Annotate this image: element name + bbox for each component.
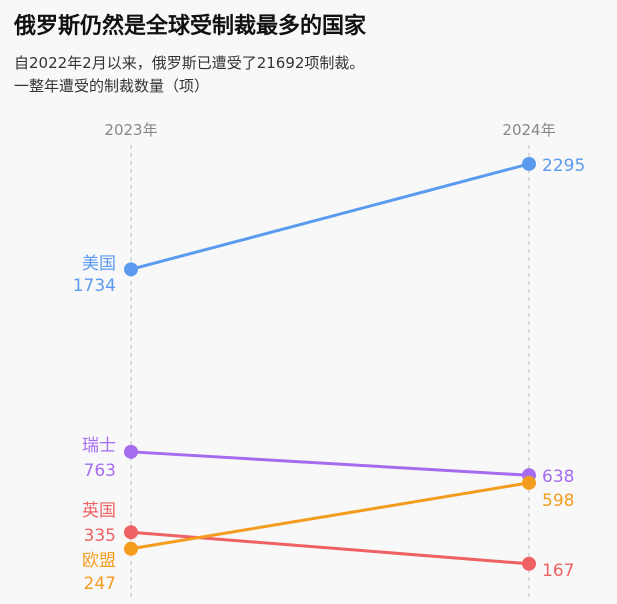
chart-title: 俄罗斯仍然是全球受制裁最多的国家 <box>14 14 367 39</box>
series-line-0 <box>129 162 531 271</box>
value-label-2024-3: 598 <box>542 491 574 511</box>
chart-unit-note: 一整年遭受的制裁数量（项） <box>14 77 210 95</box>
point-2023-2 <box>124 525 138 540</box>
point-2024-2 <box>522 556 536 571</box>
year-tick-label-1: 2024年 <box>502 121 555 139</box>
chart-subtitle: 自2022年2月以来，俄罗斯已遭受了21692项制裁。 <box>14 54 365 72</box>
value-label-2023-0: 1734 <box>73 276 116 296</box>
series-name-label-2: 英国 <box>82 501 116 521</box>
series-name-label-1: 瑞士 <box>82 436 116 456</box>
point-2024-0 <box>522 156 536 171</box>
value-label-2023-2: 335 <box>84 526 116 546</box>
value-label-2024-2: 167 <box>542 561 574 581</box>
point-2023-0 <box>124 262 138 277</box>
series-name-label-0: 美国 <box>82 254 116 274</box>
point-2023-1 <box>124 444 138 459</box>
point-2023-3 <box>124 541 138 556</box>
point-2024-3 <box>522 475 536 490</box>
year-tick-label-0: 2023年 <box>104 121 157 139</box>
series-line-2 <box>129 530 531 566</box>
value-label-2023-3: 247 <box>84 574 116 594</box>
series-line-3 <box>129 481 531 551</box>
value-label-2024-0: 2295 <box>542 156 585 176</box>
series-name-label-3: 欧盟 <box>82 551 116 571</box>
value-label-2023-1: 763 <box>84 461 116 481</box>
series-line-1 <box>129 450 531 477</box>
value-label-2024-1: 638 <box>542 467 574 487</box>
